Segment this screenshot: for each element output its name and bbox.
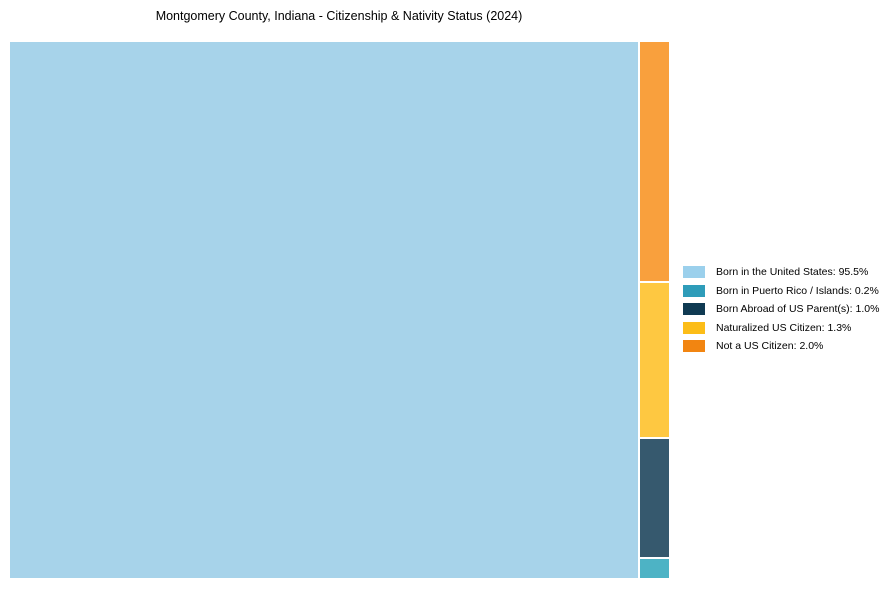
legend-label-born-abroad-us-parents: Born Abroad of US Parent(s): 1.0% bbox=[716, 303, 880, 315]
chart-title: Montgomery County, Indiana - Citizenship… bbox=[155, 9, 523, 23]
legend-swatch-born-puerto-rico bbox=[683, 284, 705, 297]
legend-swatch-naturalized-citizen bbox=[683, 321, 705, 334]
legend-label-naturalized-citizen: Naturalized US Citizen: 1.3% bbox=[716, 321, 852, 334]
legend-label-not-us-citizen: Not a US Citizen: 2.0% bbox=[716, 340, 824, 352]
legend-item-born-abroad-us-parents: Born Abroad of US Parent(s): 1.0% bbox=[683, 303, 879, 316]
legend-swatch-born-in-us bbox=[683, 266, 705, 279]
legend: Born in the United States: 95.5% Born in… bbox=[683, 266, 879, 353]
legend-item-born-puerto-rico: Born in Puerto Rico / Islands: 0.2% bbox=[683, 285, 879, 298]
legend-item-born-in-us: Born in the United States: 95.5% bbox=[683, 266, 879, 279]
treemap-plot-area bbox=[10, 42, 669, 578]
legend-label-born-in-us: Born in the United States: 95.5% bbox=[716, 266, 869, 278]
treemap-rect-born-puerto-rico bbox=[639, 558, 669, 578]
treemap-rect-born-abroad-us-parents bbox=[639, 438, 669, 557]
legend-swatch-born-abroad-us-parents bbox=[683, 303, 705, 316]
treemap-rect-naturalized-citizen bbox=[639, 282, 669, 437]
legend-swatch-not-us-citizen bbox=[683, 340, 705, 353]
treemap-rect-not-us-citizen bbox=[639, 42, 669, 281]
legend-label-born-puerto-rico: Born in Puerto Rico / Islands: 0.2% bbox=[716, 284, 879, 297]
legend-item-not-us-citizen: Not a US Citizen: 2.0% bbox=[683, 340, 879, 353]
legend-item-naturalized-citizen: Naturalized US Citizen: 1.3% bbox=[683, 322, 879, 335]
treemap-rect-born-in-us bbox=[10, 42, 638, 578]
